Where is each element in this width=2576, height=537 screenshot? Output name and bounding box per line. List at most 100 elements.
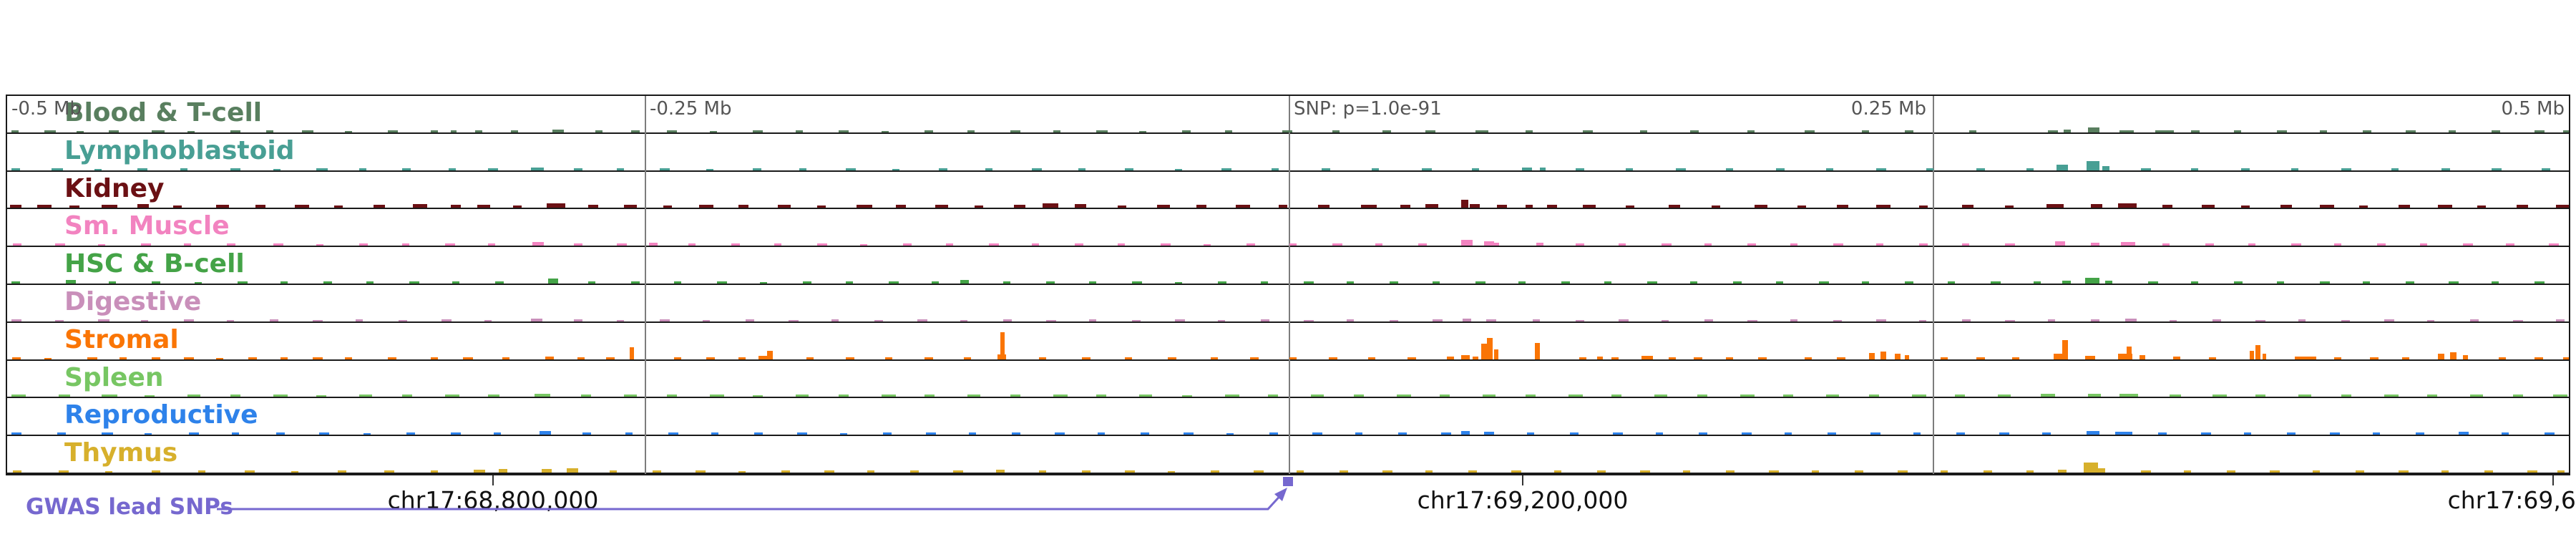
signal-bar [1733, 281, 1742, 284]
signal-bar [1347, 319, 1354, 321]
signal-bar [1998, 395, 2011, 397]
signal-bar [227, 319, 234, 321]
signal-bar [94, 168, 102, 170]
signal-bar [1669, 205, 1680, 208]
track-row: Digestive [7, 285, 2569, 323]
signal-bar [44, 357, 52, 359]
signal-bar [77, 130, 84, 132]
track-label: Thymus [64, 438, 178, 468]
signal-bar [2048, 130, 2058, 132]
signal-bar [359, 395, 372, 397]
signal-bar [1425, 204, 1438, 208]
signal-bar [152, 357, 160, 359]
signal-bar [109, 130, 119, 132]
signal-bar [1318, 205, 1330, 208]
signal-bar [2492, 168, 2502, 170]
signal-bar [2280, 205, 2292, 208]
signal-bar [577, 357, 585, 359]
signal-bar [1941, 470, 1948, 473]
signal-bar [1654, 395, 1667, 397]
top-axis-tick-label: -0.25 Mb [650, 98, 732, 120]
signal-bar [1425, 130, 1435, 132]
signal-bar [1075, 243, 1083, 246]
signal-bar [1611, 357, 1619, 359]
signal-bar [2341, 168, 2351, 170]
top-axis-tick-label: 0.5 Mb [2501, 98, 2565, 120]
signal-bar [1225, 130, 1232, 132]
signal-bar [2563, 130, 2569, 132]
signal-bar [2255, 344, 2260, 359]
signal-bar [2121, 242, 2135, 246]
signal-bar [295, 205, 309, 208]
signal-bar [1919, 319, 1926, 321]
signal-bar [1905, 130, 1913, 132]
signal-bar [1747, 243, 1756, 246]
signal-bar [463, 357, 473, 359]
signal-bar [1518, 281, 1526, 284]
signal-bar [255, 205, 265, 208]
signal-bar [649, 243, 658, 246]
signal-bar [1261, 281, 1268, 284]
signal-bar [1236, 205, 1250, 208]
signal-bar [2484, 470, 2493, 473]
signal-bar [1196, 205, 1206, 208]
signal-bar [2244, 432, 2251, 435]
signal-bar [2201, 432, 2211, 435]
signal-bar [216, 357, 223, 359]
signal-bar [939, 168, 947, 170]
signal-bar [1407, 357, 1416, 359]
signal-bar [2191, 130, 2200, 132]
signal-bar [431, 357, 438, 359]
signal-bar [1740, 395, 1755, 397]
signal-bar [402, 395, 412, 397]
signal-bar [1461, 354, 1470, 359]
signal-bar [98, 319, 109, 321]
signal-bar [667, 395, 677, 397]
signal-bar [1003, 281, 1010, 284]
signal-bar [445, 243, 455, 246]
signal-bar [674, 357, 681, 359]
signal-bar [1819, 281, 1829, 284]
signal-bar [399, 319, 407, 321]
signal-bar [1269, 432, 1278, 435]
signal-bar [789, 319, 799, 321]
bottom-axis-tick [1522, 475, 1523, 485]
signal-bar [302, 130, 313, 132]
signal-bar [1876, 243, 1883, 246]
signal-bar [1919, 205, 1928, 208]
signal-bar [11, 319, 21, 321]
signal-bar [1526, 205, 1533, 208]
signal-bar [2359, 205, 2368, 208]
signal-bar [606, 357, 615, 359]
signal-bar [388, 357, 396, 359]
signal-bar [2026, 470, 2034, 473]
signal-bar [180, 168, 187, 170]
signal-bar [2087, 431, 2099, 435]
signal-bar [806, 357, 814, 359]
signal-bar [2363, 281, 2370, 284]
signal-bar [582, 432, 591, 435]
signal-bar [2517, 205, 2528, 208]
signal-bar [653, 470, 661, 473]
signal-bar [2477, 205, 2486, 208]
signal-bar [1053, 395, 1068, 397]
signal-bar [1400, 205, 1410, 208]
signal-bar [2184, 470, 2191, 473]
signal-bar [2399, 470, 2409, 473]
signal-bar [2277, 281, 2284, 284]
signal-bar [817, 205, 826, 208]
signal-bar [1895, 353, 1901, 359]
signal-bar [2048, 319, 2055, 321]
signal-bar [1561, 281, 1570, 284]
signal-bar [2542, 168, 2550, 170]
signal-bar [754, 432, 763, 435]
signal-bar [1175, 319, 1185, 321]
signal-bar [2320, 130, 2327, 132]
signal-bar [1089, 319, 1096, 321]
signal-bar [1204, 244, 1211, 246]
signal-bar [1098, 432, 1105, 435]
signal-bar [2034, 281, 2041, 284]
signal-bar [232, 432, 239, 435]
signal-bar [2170, 319, 2177, 321]
signal-bar [1139, 130, 1146, 132]
